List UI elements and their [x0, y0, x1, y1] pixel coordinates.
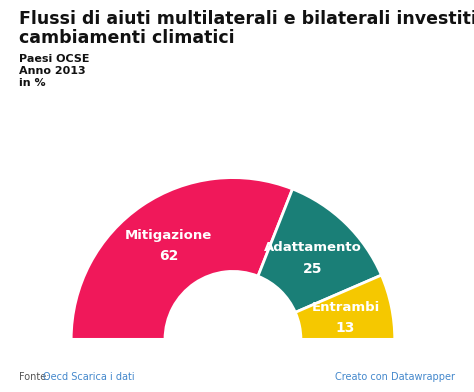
Text: 62: 62	[159, 249, 178, 263]
Text: 25: 25	[303, 262, 323, 276]
Text: Anno 2013: Anno 2013	[19, 66, 86, 76]
Text: Mitigazione: Mitigazione	[125, 229, 212, 242]
Text: Fonte:: Fonte:	[19, 372, 53, 382]
Wedge shape	[71, 178, 292, 339]
Wedge shape	[258, 189, 382, 312]
Text: cambiamenti climatici: cambiamenti climatici	[19, 29, 235, 47]
Text: 13: 13	[336, 321, 355, 335]
Text: Entrambi: Entrambi	[311, 301, 380, 314]
Text: in %: in %	[19, 78, 46, 88]
Text: Creato con Datawrapper: Creato con Datawrapper	[335, 372, 455, 382]
Wedge shape	[295, 275, 395, 339]
Text: Adattamento: Adattamento	[264, 241, 362, 254]
Text: Flussi di aiuti multilaterali e bilaterali investiti in progetti contro i: Flussi di aiuti multilaterali e bilatera…	[19, 10, 474, 28]
Text: Oecd Scarica i dati: Oecd Scarica i dati	[43, 372, 134, 382]
Text: Paesi OCSE: Paesi OCSE	[19, 54, 90, 64]
